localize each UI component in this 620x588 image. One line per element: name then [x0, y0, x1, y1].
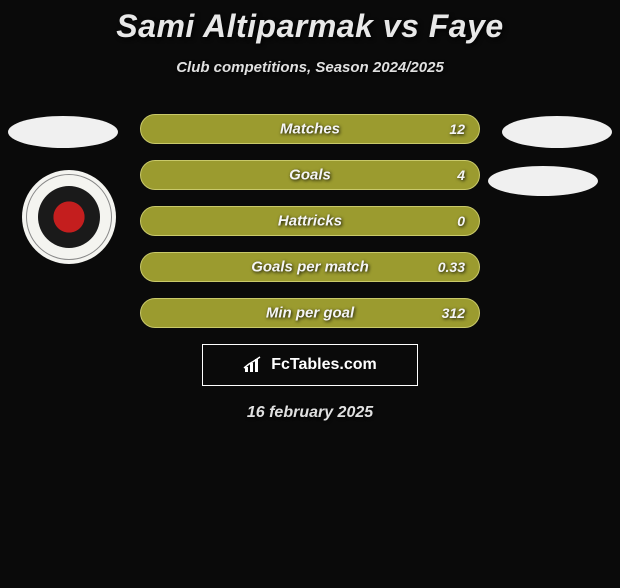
stat-label: Matches: [141, 121, 479, 138]
subtitle: Club competitions, Season 2024/2025: [0, 59, 620, 76]
stat-value: 312: [442, 305, 465, 321]
player-right-avatar: [502, 116, 612, 148]
stat-bar: Goals 4: [140, 160, 480, 190]
stat-bar: Goals per match 0.33: [140, 252, 480, 282]
branding-box[interactable]: FcTables.com: [202, 344, 418, 386]
player-left-avatar: [8, 116, 118, 148]
stat-label: Goals per match: [141, 259, 479, 276]
stat-label: Goals: [141, 167, 479, 184]
stat-value: 12: [449, 121, 465, 137]
branding-text: FcTables.com: [271, 356, 377, 374]
stat-bar: Matches 12: [140, 114, 480, 144]
stat-value: 0: [457, 213, 465, 229]
stat-value: 0.33: [438, 259, 465, 275]
chart-icon: [243, 356, 265, 374]
date-text: 16 february 2025: [0, 404, 620, 422]
stat-bar: Min per goal 312: [140, 298, 480, 328]
stat-value: 4: [457, 167, 465, 183]
comparison-panel: Matches 12 Goals 4 Hattricks 0 Goals per…: [0, 114, 620, 422]
stat-label: Min per goal: [141, 305, 479, 322]
club-left-logo: [22, 170, 116, 264]
stat-label: Hattricks: [141, 213, 479, 230]
stat-bar: Hattricks 0: [140, 206, 480, 236]
stats-bars: Matches 12 Goals 4 Hattricks 0 Goals per…: [140, 114, 480, 328]
page-title: Sami Altiparmak vs Faye: [0, 8, 620, 45]
club-left-logo-inner: [38, 186, 100, 248]
club-right-logo: [488, 166, 598, 196]
